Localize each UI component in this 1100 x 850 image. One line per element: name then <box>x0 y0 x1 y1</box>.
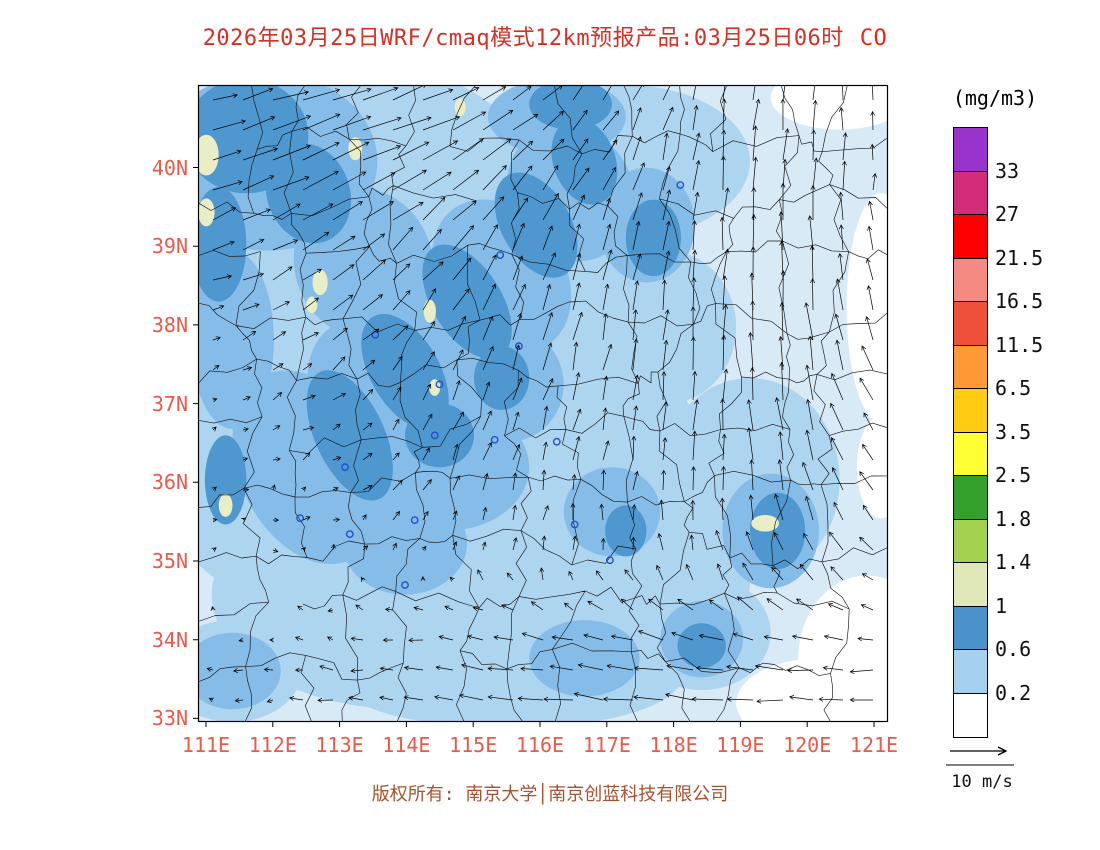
forecast-map <box>193 84 889 727</box>
colorbar-segment <box>954 606 987 650</box>
colorbar-segment <box>954 519 987 563</box>
contour-fill-layer <box>198 85 888 722</box>
colorbar-tick-label: 21.5 <box>995 245 1044 270</box>
colorbar-segment <box>954 302 987 346</box>
wind-reference-label: 10 m/s <box>951 772 1013 792</box>
lat-tick-label: 36N <box>151 470 188 495</box>
copyright: 版权所有: 南京大学│南京创蓝科技有限公司 <box>371 784 729 805</box>
colorbar-tick-label: 0.2 <box>995 680 1032 705</box>
lon-tick-label: 118E <box>649 733 698 757</box>
lon-tick-label: 121E <box>849 733 899 757</box>
colorbar-segment <box>954 476 987 520</box>
lat-tick-label: 40N <box>151 155 188 180</box>
wind-reference-arrow <box>946 746 1014 766</box>
colorbar-tick-label: 11.5 <box>995 332 1044 357</box>
lat-tick-label: 33N <box>151 706 188 731</box>
lon-tick-label: 117E <box>582 733 631 757</box>
colorbar-units: (mg/m3) <box>952 86 1038 110</box>
colorbar-tick-label: 1.4 <box>995 550 1032 574</box>
lat-tick-label: 38N <box>151 312 188 337</box>
colorbar-segment <box>954 258 987 302</box>
lon-tick-label: 116E <box>515 733 565 757</box>
lon-tick-label: 115E <box>449 733 498 757</box>
lon-axis: 111E 112E 113E 114E 115E 116E 117E 118E 119E 120E… <box>182 727 898 757</box>
title-species: CO <box>859 26 888 51</box>
wind-legend: 10 m/s <box>946 744 1046 800</box>
colorbar-tick-label: 16.5 <box>995 289 1044 313</box>
map-frame <box>197 84 889 723</box>
colorbar-segment <box>954 693 987 737</box>
colorbar-segment <box>954 650 987 694</box>
colorbar-tick-label: 1 <box>995 593 1008 618</box>
colorbar-tick-label: 1.8 <box>995 506 1032 531</box>
page-title: 2026年03月25日WRF/cmaq模式12km预报产品:03月25日06时 C… <box>0 20 1090 52</box>
lon-tick-label: 111E <box>181 733 231 757</box>
lat-tick-label: 34N <box>151 627 188 652</box>
lon-tick-label: 112E <box>248 733 297 757</box>
colorbar-segment <box>954 563 987 607</box>
colorbar-tick-label: 3.5 <box>995 419 1032 444</box>
colorbar-tick-label: 33 <box>995 158 1020 183</box>
lon-tick-label: 114E <box>382 733 431 757</box>
lon-tick-label: 113E <box>315 733 364 757</box>
colorbar-tick-label: 27 <box>995 202 1020 226</box>
colorbar-segment <box>954 215 987 259</box>
lat-tick-label: 39N <box>151 234 188 259</box>
colorbar-tick-label: 6.5 <box>995 376 1032 400</box>
lat-tick-label: 35N <box>151 549 188 573</box>
boundary-lines <box>198 85 888 722</box>
colorbar <box>953 127 988 738</box>
lon-tick-label: 119E <box>716 733 765 757</box>
station-markers <box>296 181 685 589</box>
lon-tick-label: 120E <box>783 733 832 757</box>
colorbar-segment <box>954 345 987 389</box>
colorbar-tick-label: 2.5 <box>995 463 1032 487</box>
title-text: 2026年03月25日WRF/cmaq模式12km预报产品:03月25日06时 <box>202 26 844 51</box>
colorbar-segment <box>954 389 987 433</box>
colorbar-tick-label: 0.6 <box>995 637 1032 661</box>
colorbar-segment <box>954 171 987 215</box>
colorbar-segment <box>954 432 987 476</box>
colorbar-labels: 33 27 21.5 16.5 11.5 6.5 3.5 2.5 1.8 1.4 1 0.6 0.2 <box>995 127 1075 736</box>
axis-ticks <box>193 167 875 727</box>
wind-vectors <box>206 85 878 704</box>
colorbar-segment <box>954 128 987 172</box>
lat-axis: 40N 39N 38N 37N 36N 35N 34N 33N <box>130 85 188 731</box>
lat-tick-label: 37N <box>151 391 188 416</box>
